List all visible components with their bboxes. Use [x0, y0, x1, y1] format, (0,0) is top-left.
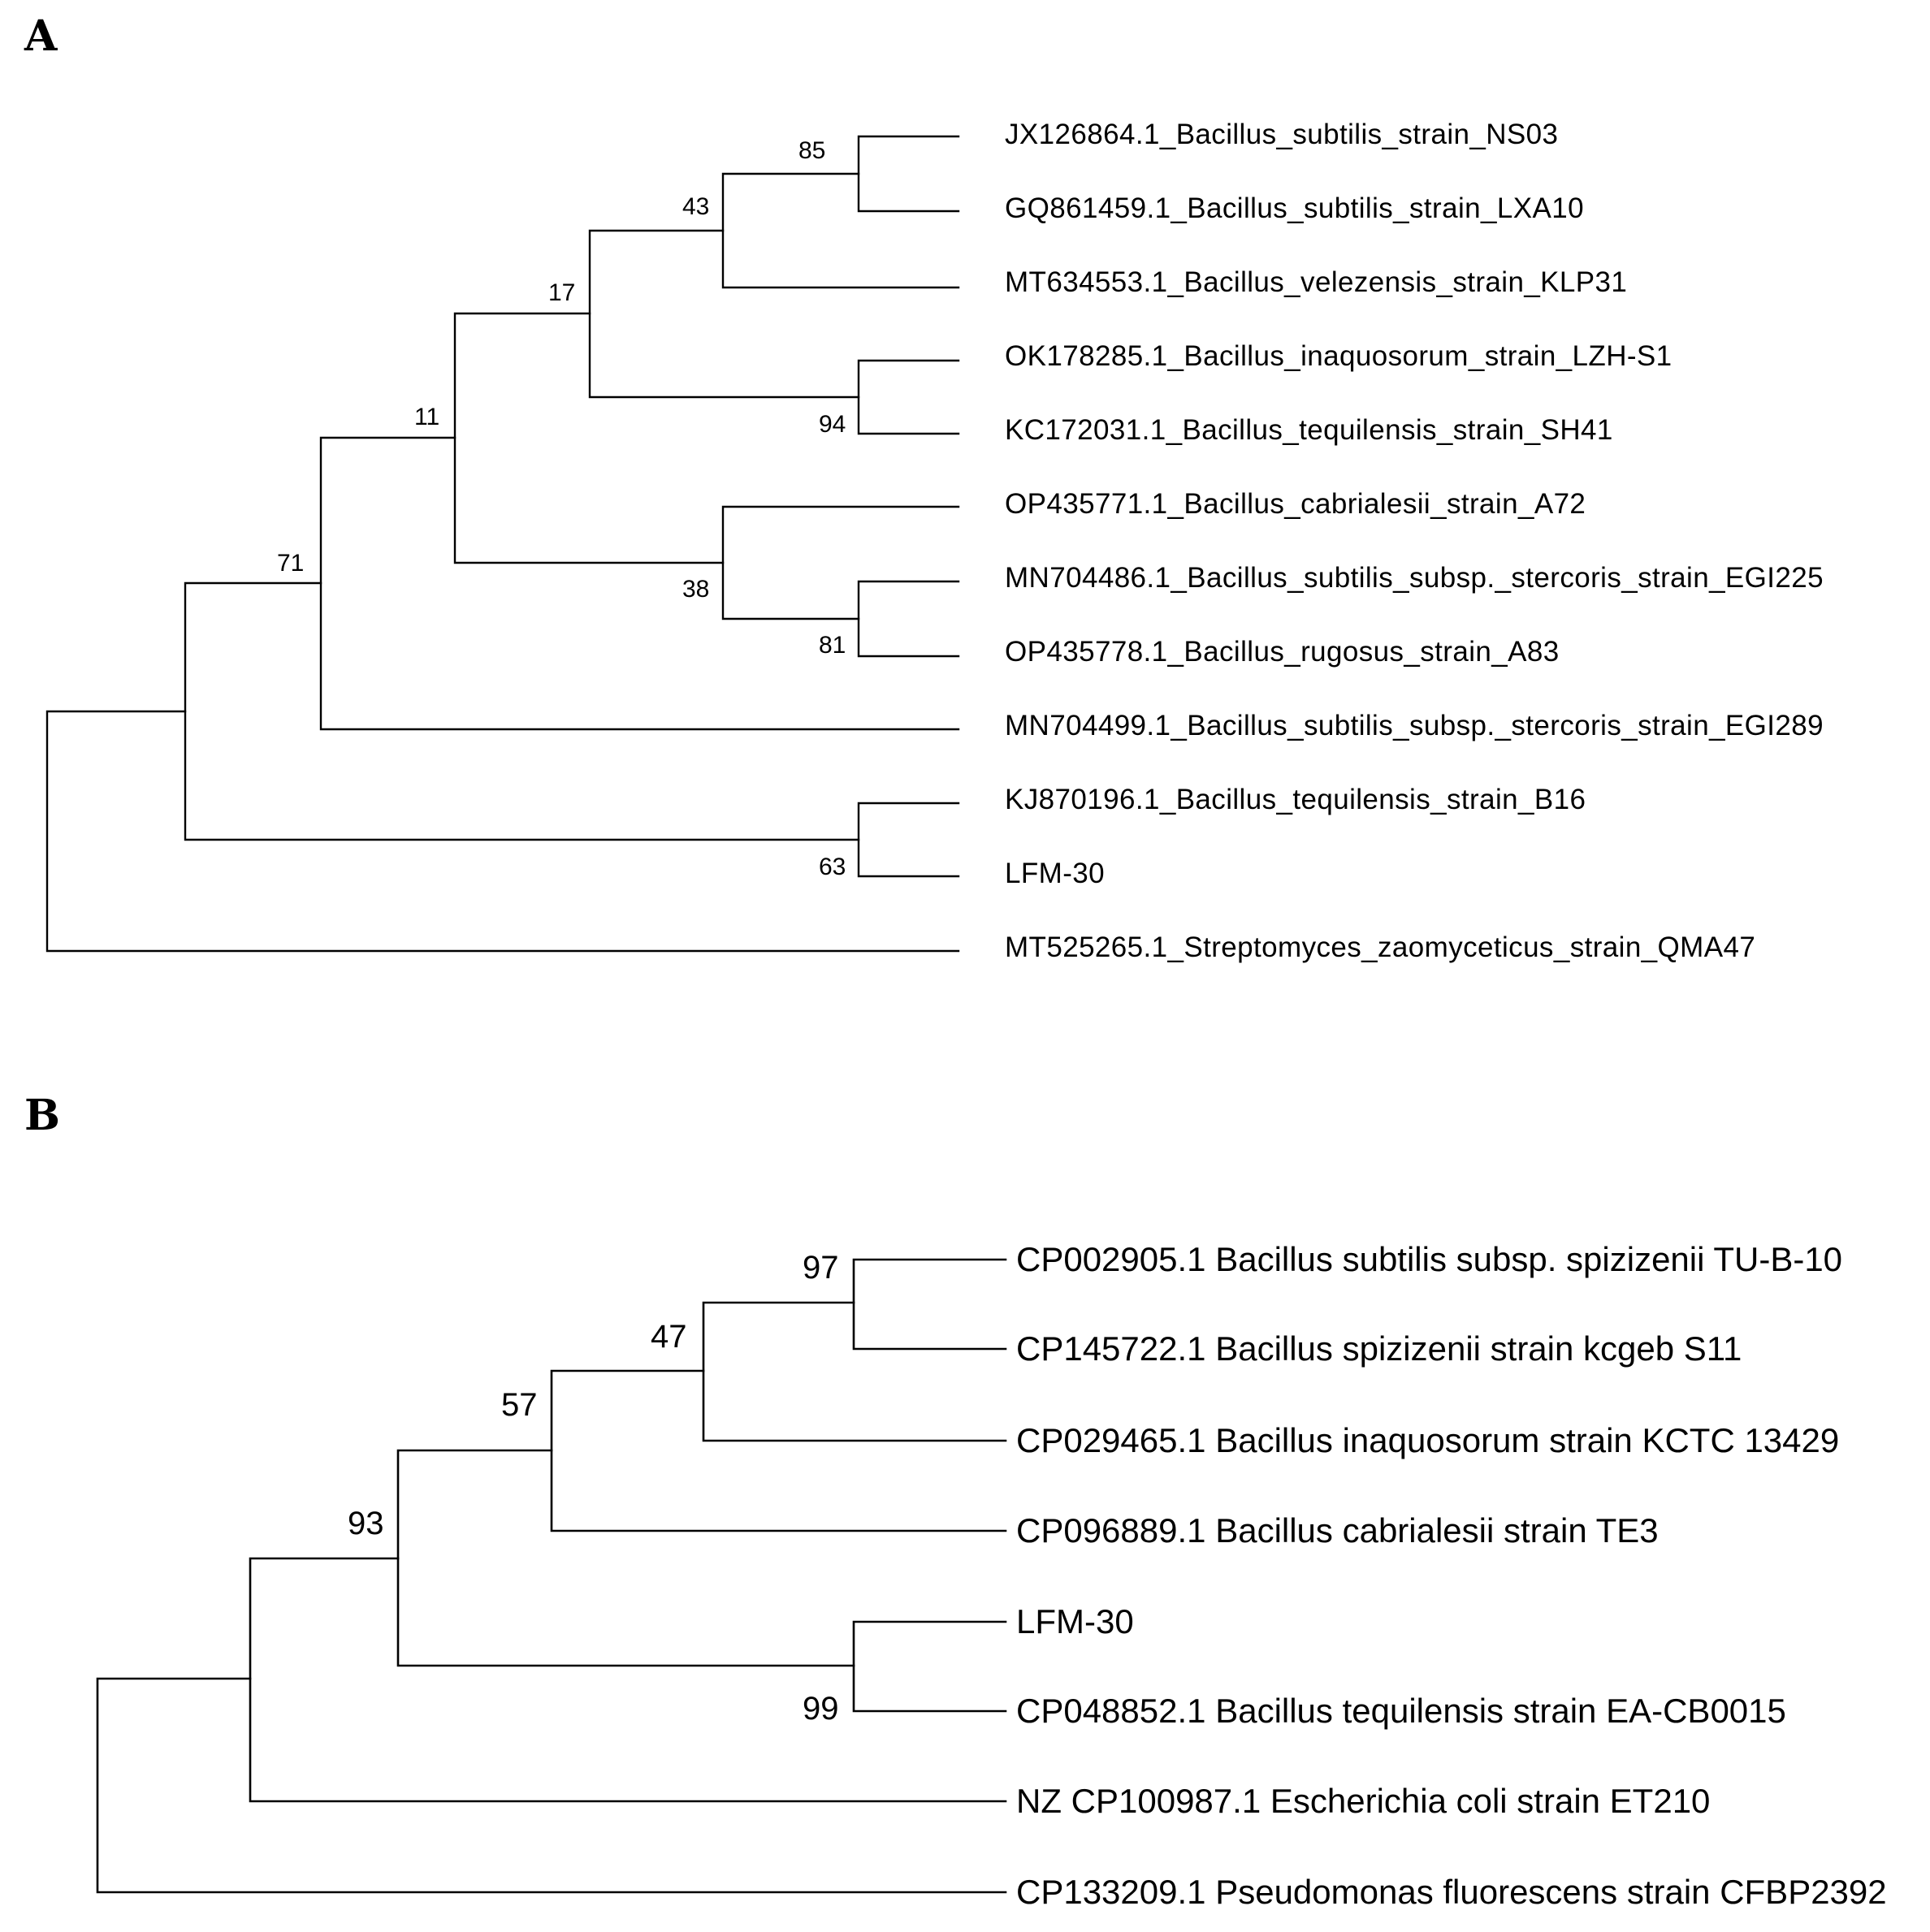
bootstrap-value: 17: [548, 279, 575, 306]
bootstrap-value: 94: [819, 411, 846, 438]
leaf-label: KJ870196.1_Bacillus_tequilensis_strain_B…: [1005, 784, 1586, 815]
branch-node-71: [319, 436, 960, 731]
leaf-label: MT525265.1_Streptomyces_zaomyceticus_str…: [1005, 931, 1755, 963]
leaf-label: CP145722.1 Bacillus spizizenii strain kc…: [1016, 1329, 1742, 1368]
bootstrap-value: 81: [819, 632, 846, 659]
branch-node-43: [721, 172, 960, 289]
branch-node-94: [857, 359, 960, 435]
branch-root: [96, 1677, 1007, 1894]
branch-node-99: [852, 1620, 1007, 1713]
leaf-label: JX126864.1_Bacillus_subtilis_strain_NS03: [1005, 119, 1558, 150]
branch-node-63: [857, 802, 960, 878]
bootstrap-value: 43: [682, 193, 709, 220]
bootstrap-value: 63: [819, 854, 846, 880]
panel-b: B CP002905.1 Bacillus subtilis subsp. sp…: [24, 1091, 1887, 1911]
leaf-label: KC172031.1_Bacillus_tequilensis_strain_S…: [1005, 414, 1613, 446]
panel-a-bootstrap-values: 85 43 17 94 11 38 81 71 63: [277, 137, 846, 880]
bootstrap-value: 99: [803, 1691, 839, 1727]
branch-node-81: [857, 580, 960, 658]
branch-node-inner-root: [184, 581, 860, 841]
leaf-label: MT634553.1_Bacillus_velezensis_strain_KL…: [1005, 266, 1627, 298]
branch-node-57: [550, 1369, 1007, 1532]
leaf-label: NZ CP100987.1 Escherichia coli strain ET…: [1016, 1782, 1710, 1820]
branch-node-38: [721, 505, 960, 620]
branch-node-93: [396, 1449, 855, 1667]
panel-a-branches: [45, 135, 960, 953]
branch-node-inner-root: [249, 1557, 1007, 1803]
bootstrap-value: 97: [803, 1250, 839, 1286]
leaf-label: CP048852.1 Bacillus tequilensis strain E…: [1016, 1692, 1786, 1730]
branch-node-85: [857, 135, 960, 213]
bootstrap-value: 57: [501, 1387, 538, 1423]
leaf-label: LFM-30: [1016, 1602, 1134, 1640]
leaf-label: CP133209.1 Pseudomonas fluorescens strai…: [1016, 1873, 1887, 1911]
leaf-label: CP096889.1 Bacillus cabrialesii strain T…: [1016, 1511, 1659, 1549]
leaf-label: MN704486.1_Bacillus_subtilis_subsp._ster…: [1005, 562, 1824, 594]
panel-a-label: A: [24, 11, 58, 61]
bootstrap-value: 71: [277, 550, 304, 577]
leaf-label: GQ861459.1_Bacillus_subtilis_strain_LXA1…: [1005, 192, 1584, 224]
leaf-label: CP002905.1 Bacillus subtilis subsp. spiz…: [1016, 1240, 1842, 1278]
panel-b-bootstrap-values: 97 47 57 93 99: [348, 1250, 839, 1727]
panel-a-leaf-labels: JX126864.1_Bacillus_subtilis_strain_NS03…: [1005, 119, 1824, 963]
branch-node-17: [588, 229, 860, 399]
leaf-label: MN704499.1_Bacillus_subtilis_subsp._ster…: [1005, 710, 1824, 741]
bootstrap-value: 11: [414, 404, 439, 430]
bootstrap-value: 47: [651, 1319, 687, 1355]
bootstrap-value: 85: [798, 137, 825, 164]
leaf-label: LFM-30: [1005, 858, 1105, 889]
leaf-label: OP435778.1_Bacillus_rugosus_strain_A83: [1005, 636, 1560, 668]
panel-b-branches: [96, 1258, 1007, 1894]
branch-root: [45, 710, 960, 953]
leaf-label: CP029465.1 Bacillus inaquosorum strain K…: [1016, 1421, 1839, 1459]
bootstrap-value: 38: [682, 576, 709, 603]
leaf-label: OK178285.1_Bacillus_inaquosorum_strain_L…: [1005, 340, 1673, 372]
branch-node-97: [852, 1258, 1007, 1351]
bootstrap-value: 93: [348, 1506, 384, 1541]
panel-b-label: B: [24, 1091, 60, 1140]
panel-a: A JX126864.1_Bacillus_s: [24, 11, 1824, 963]
leaf-label: OP435771.1_Bacillus_cabrialesii_strain_A…: [1005, 488, 1586, 520]
panel-b-leaf-labels: CP002905.1 Bacillus subtilis subsp. spiz…: [1016, 1240, 1887, 1911]
